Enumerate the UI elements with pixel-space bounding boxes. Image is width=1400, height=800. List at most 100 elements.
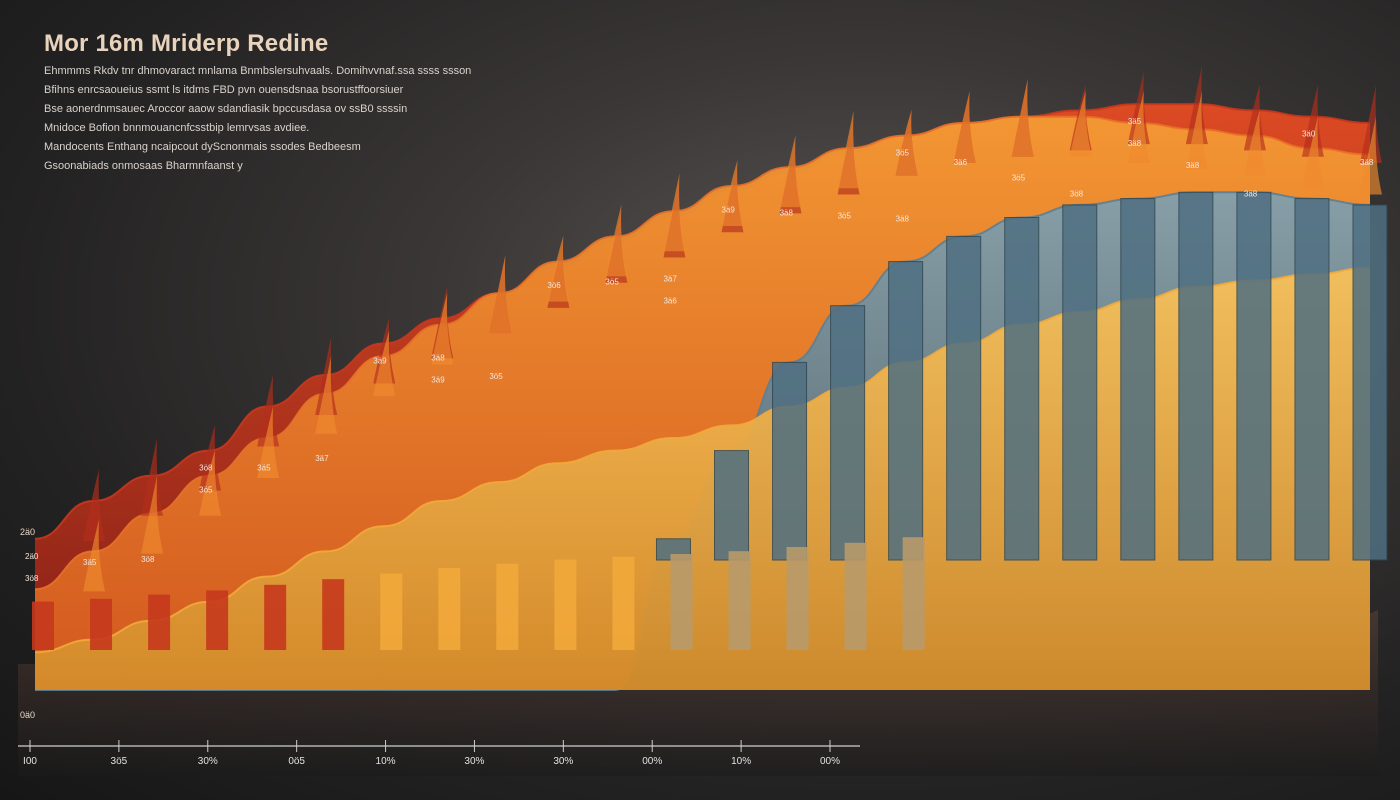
subtitle-line-5: Mandocents Enthang ncaipcout dyScnonmais… xyxy=(44,141,361,153)
foreground-bar xyxy=(322,579,345,650)
slate-bar xyxy=(1062,204,1098,561)
layers xyxy=(34,103,1371,691)
streak-red xyxy=(257,374,280,447)
streaks xyxy=(83,66,1382,592)
x-tick-label: 00% xyxy=(820,756,840,767)
slate-bar xyxy=(1120,198,1156,561)
x-tick-label: 10% xyxy=(731,756,751,767)
streak-red xyxy=(1185,66,1208,145)
streak-orange xyxy=(605,204,628,277)
floor-shadow xyxy=(18,610,1378,776)
chart-subtitle: Ehmmms Rkdv tnr dhmovaract mnlama Bnmbsl… xyxy=(44,62,564,176)
slate-bar xyxy=(1294,198,1330,561)
streak-orange xyxy=(547,235,570,302)
data-label: 3ä0 xyxy=(1302,130,1316,139)
slate-bar xyxy=(1178,191,1214,561)
streak-orange xyxy=(257,406,280,478)
subtitle-line-3: Bse aonerdnmsauec Aroccor aaow sdandiasi… xyxy=(44,103,408,115)
streak-orange xyxy=(663,173,686,252)
data-label: 3ä5 xyxy=(1128,117,1142,126)
slate-bar xyxy=(1352,204,1388,561)
slate-bar xyxy=(1004,217,1040,561)
streak-orange xyxy=(837,110,860,189)
slate-bar xyxy=(830,305,866,561)
streak-orange xyxy=(1069,90,1092,157)
slate-bar xyxy=(1236,191,1272,561)
data-label: 3ö8 xyxy=(1070,189,1084,198)
data-label: 2ä0 xyxy=(25,552,39,561)
streak-orange xyxy=(373,330,396,397)
streak-red xyxy=(141,437,164,516)
streak-red xyxy=(83,469,106,541)
foreground-bar xyxy=(90,598,113,650)
x-tick-label: 00% xyxy=(642,756,662,767)
foreground-bar xyxy=(786,547,809,650)
subtitle-line-6: Gsoonabiads onmosaas Bharmnfaanst y xyxy=(44,160,243,172)
data-label: 3ö5 xyxy=(605,278,619,287)
data-label: 3ä8 xyxy=(780,208,794,217)
streak-orange xyxy=(1127,91,1150,163)
data-label: 3ä5 xyxy=(257,464,271,473)
data-label: 3ä8 xyxy=(1186,161,1200,170)
x-tick-label: 30% xyxy=(464,756,484,767)
foreground-bar xyxy=(728,551,751,650)
y-tick-label: 0ä0 xyxy=(20,710,35,720)
subtitle-line-1: Ehmmms Rkdv tnr dhmovaract mnlama Bnmbsl… xyxy=(44,65,472,77)
chart-title: Mor 16m Mriderp Redine xyxy=(44,30,329,57)
data-label: 3ö6 xyxy=(547,281,561,290)
data-label: 3ö8 xyxy=(199,464,213,473)
slate-bar xyxy=(772,361,808,561)
data-label: 3ä8 xyxy=(1244,189,1258,198)
foreground-bar xyxy=(670,554,693,650)
data-label: 3ö5 xyxy=(199,486,213,495)
foreground-bar xyxy=(496,563,519,650)
streak-orange xyxy=(1360,116,1382,195)
subtitle-line-2: Bfihns enrcsaoueius ssmt ls itdms FBD pv… xyxy=(44,84,404,96)
streak-orange xyxy=(1301,116,1324,189)
data-label: 3ä8 xyxy=(431,353,445,362)
data-label: 3ä6 xyxy=(954,158,968,167)
data-label: 3ä8 xyxy=(1360,158,1374,167)
foreground-bar xyxy=(380,573,403,650)
foreground-bar xyxy=(32,601,54,650)
data-label: 3ö8 xyxy=(141,555,155,564)
x-tick-label: 10% xyxy=(376,756,396,767)
data-label: 3ä7 xyxy=(315,454,329,463)
data-label: 3ä5 xyxy=(83,558,97,567)
streak-orange xyxy=(721,160,744,226)
foreground-bar xyxy=(844,542,867,650)
foreground-bar xyxy=(902,537,925,650)
streak-orange xyxy=(431,292,454,365)
data-label: 3ö5 xyxy=(1012,174,1026,183)
foreground-bar xyxy=(206,590,229,650)
streak-orange xyxy=(779,135,802,208)
data-label: 3ö5 xyxy=(489,372,503,381)
streak-orange xyxy=(489,255,512,334)
streak-orange xyxy=(1185,91,1208,170)
streak-orange xyxy=(83,519,106,592)
slate-bar xyxy=(888,261,924,561)
data-labels: 2ä0 3ö8 3ä5 3ö8 3ö8 3ö5 3ä5 3ä7 3ä9 3ä8 3ä9 3ö5 3ö6 3… xyxy=(25,117,1374,583)
streak-red xyxy=(1301,84,1324,157)
slate-bar xyxy=(714,450,750,561)
data-label: 3ä7 xyxy=(663,275,677,284)
foreground-bar xyxy=(438,568,461,650)
data-label: 3ä8 xyxy=(1128,139,1142,148)
x-tick-label: 30% xyxy=(198,756,218,767)
data-label: 3ä8 xyxy=(896,215,910,224)
data-label: 3ö5 xyxy=(896,149,910,158)
y-tick-label: 2ä0 xyxy=(20,527,35,537)
streak-red xyxy=(1360,85,1382,163)
x-tick-label: 3ö5 xyxy=(111,756,128,767)
x-tick-label: 30% xyxy=(553,756,573,767)
foreground-bar xyxy=(148,594,171,650)
streak-orange xyxy=(1243,109,1266,176)
x-axis: I00 3ö5 30% 0ö5 10% 30% 30% 00% 10% 00% 2ä0 0ä0 xyxy=(18,527,860,767)
x-tick-label: I00 xyxy=(23,756,37,767)
streak-red xyxy=(1243,84,1266,151)
streak-red xyxy=(199,424,222,491)
data-label: 3ä9 xyxy=(431,375,445,384)
slate-bar xyxy=(946,235,982,561)
